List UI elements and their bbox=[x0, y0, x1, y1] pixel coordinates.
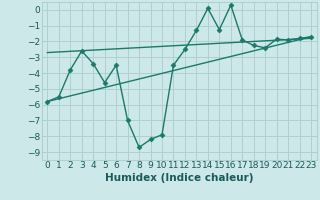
X-axis label: Humidex (Indice chaleur): Humidex (Indice chaleur) bbox=[105, 173, 253, 183]
